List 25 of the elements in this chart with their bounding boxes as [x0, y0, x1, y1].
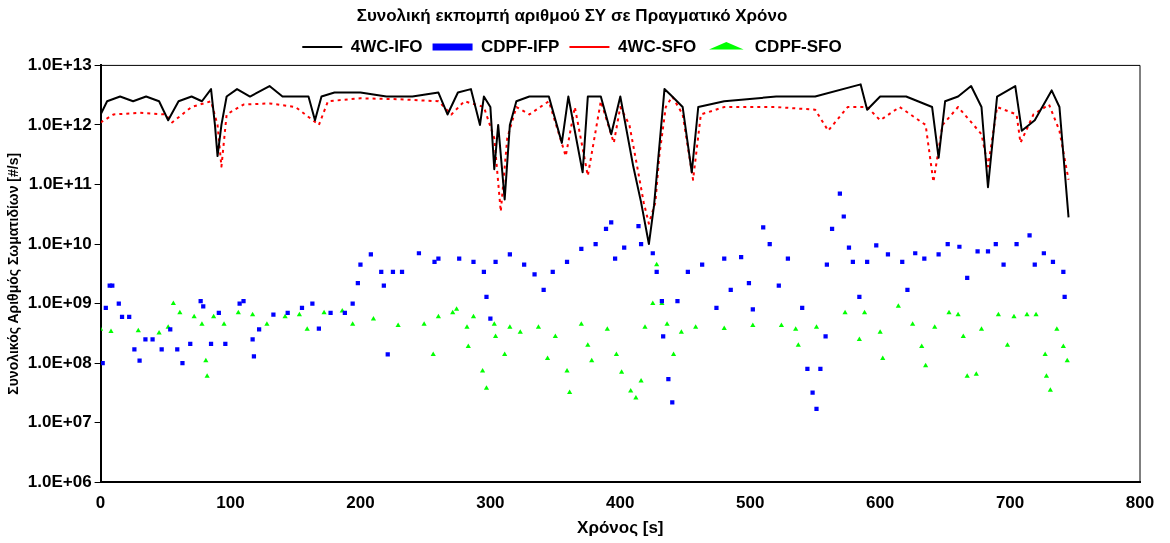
legend-label: CDPF-SFO: [754, 36, 842, 56]
x-tick-label: 400: [606, 493, 635, 513]
x-axis-title: Χρόνος [s]: [577, 518, 664, 538]
y-tick-label: 1.0E+12: [27, 114, 92, 134]
y-tick-label: 1.0E+11: [28, 174, 92, 194]
y-tick-label: 1.0E+08: [27, 352, 92, 372]
x-tick-label: 200: [346, 493, 375, 513]
y-tick-label: 1.0E+06: [27, 471, 92, 491]
y-tick-label: 1.0E+10: [27, 233, 92, 253]
legend-label: 4WC-SFO: [617, 36, 697, 56]
y-tick-label: 1.0E+07: [27, 412, 92, 432]
y-axis-title: Συνολικός Αριθμός Σωματιδίων [#/s]: [5, 152, 22, 395]
x-tick-label: 700: [995, 493, 1025, 513]
legend-label: 4WC-IFO: [350, 36, 423, 56]
x-tick-label: 100: [216, 493, 245, 513]
x-tick-label: 800: [1125, 493, 1155, 513]
legend-label: CDPF-IFP: [481, 36, 560, 56]
x-tick-label: 300: [476, 493, 505, 513]
chart-title: Συνολική εκπομπή αριθμού ΣΥ σε Πραγματικό Χρόνο: [356, 5, 788, 25]
line-series: [100, 95, 1070, 225]
y-tick-label: 1.0E+13: [27, 55, 92, 75]
x-tick-label: 500: [736, 493, 765, 513]
x-tick-label: 600: [865, 493, 895, 513]
y-tick-label: 1.0E+09: [27, 293, 92, 313]
x-tick-label: 0: [95, 493, 106, 513]
